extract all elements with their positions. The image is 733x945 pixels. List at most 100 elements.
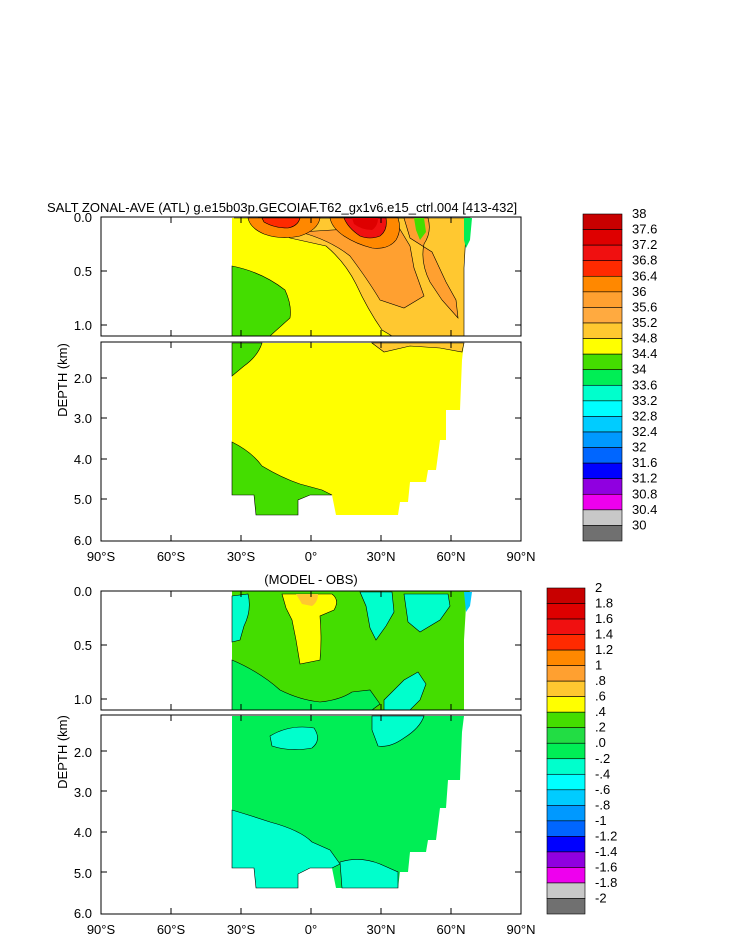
colorbar-swatch [582,213,623,230]
colorbar-swatch [546,711,586,729]
salinity-region-34-4b [414,218,426,240]
colorbar-swatch [582,509,623,526]
colorbar-swatch [582,291,623,308]
colorbar-label: .8 [595,673,606,688]
colorbar-swatch [582,400,623,417]
difference-field-upper [231,591,472,711]
colorbar-label: -.4 [595,766,610,781]
difference-region-neg-0-6 [464,592,472,612]
colorbar-swatch [582,369,623,386]
salinity-region-34-4 [231,265,291,337]
colorbar-label: 35.6 [632,299,657,314]
y-axis-label: DEPTH (km) [55,343,70,417]
salinity-field-lower [231,342,465,516]
colorbar-label: 1 [595,658,602,673]
y-tick-label: 4.0 [74,452,92,467]
difference-panel: (MODEL - OBS) 0.0 0.5 1.0 2.0 3.0 4.0 [55,572,617,937]
colorbar-swatch [582,353,623,371]
colorbar-label: 35.2 [632,315,657,330]
difference-region-neg-0-2-a [231,593,250,643]
colorbar-label: 30.4 [632,502,657,517]
colorbar-swatch [546,789,586,806]
colorbar-swatch [546,587,586,604]
difference-field-lower [231,715,464,889]
colorbar-label: 34 [632,362,646,377]
colorbar-swatch [546,836,586,853]
colorbar-swatch [546,680,586,697]
salinity-field-upper [231,217,472,337]
colorbar-swatch [546,649,586,666]
y-tick-label: 0.5 [74,264,92,279]
colorbar-swatch [582,431,623,448]
colorbar-swatch [582,244,623,262]
x-tick-label: 30°N [366,922,395,937]
colorbar-swatch [546,773,586,791]
colorbar-label: 34.8 [632,331,657,346]
salinity-region-34-8-deep [232,343,464,515]
y-tick-label: 5.0 [74,492,92,507]
axis-ticks [100,216,522,542]
x-tick-label: 0° [305,922,317,937]
colorbar-label: 1.2 [595,642,613,657]
colorbar-label: -1.8 [595,875,617,890]
difference-region-neg-0-2-deep [231,809,341,889]
x-tick-label: 30°N [366,549,395,564]
y-tick-label: 4.0 [74,825,92,840]
y-tick-label: 2.0 [74,371,92,386]
salinity-region-34 [464,218,472,248]
colorbar-swatch [546,867,586,884]
salinity-region-36 [258,217,459,319]
colorbar-label: 36.4 [632,268,657,283]
y-tick-label: 1.0 [74,318,92,333]
colorbar-swatch [582,416,623,433]
colorbar-swatch [582,525,623,542]
x-tick-label: 60°N [436,922,465,937]
colorbar-swatch [582,462,623,480]
colorbar-label: 34.4 [632,346,657,361]
colorbar-swatch [582,447,623,464]
colorbar-swatch [582,229,623,246]
colorbar-swatch [546,882,586,899]
y-tick-label: 1.0 [74,692,92,707]
colorbar-label: -1.4 [595,844,617,859]
y-tick-label: 6.0 [74,906,92,921]
colorbar-swatch [582,275,623,293]
colorbar-swatch [546,820,586,837]
colorbar-swatch [546,727,586,744]
colorbar-label: -.8 [595,797,610,812]
colorbar-swatch [582,307,623,324]
colorbar-label: 32.4 [632,424,657,439]
colorbar-label: .2 [595,720,606,735]
colorbar-label: 1.4 [595,627,613,642]
difference-region-neg-0-2-e [269,726,318,750]
y-tick-label: 3.0 [74,411,92,426]
colorbar-swatch [582,384,623,402]
y-tick-label: 0.0 [74,210,92,225]
colorbar-label: -1.6 [595,859,617,874]
colorbar-label: 33.6 [632,377,657,392]
colorbar-swatch [546,805,586,822]
colorbar-label: 31.2 [632,471,657,486]
colorbar-swatch [546,665,586,682]
colorbar-label: -2 [595,890,607,905]
colorbar-label: -1.2 [595,828,617,843]
x-tick-label: 90°N [506,549,535,564]
colorbar-swatch [546,758,586,775]
colorbar-salinity: 3837.637.236.836.43635.635.234.834.43433… [582,206,657,542]
salinity-region-36-8 [261,217,301,229]
difference-region-0-0-a [231,659,381,711]
x-tick-label: 30°S [227,922,256,937]
x-tick-label: 90°S [87,549,116,564]
y-tick-label: 0.0 [74,584,92,599]
axis-ticks [100,590,522,915]
colorbar-label: 36 [632,284,646,299]
colorbar-label: 1.6 [595,611,613,626]
colorbar-swatch [546,603,586,620]
colorbar-swatch [546,898,586,915]
colorbar-label: 2 [595,580,602,595]
colorbar-swatch [582,478,623,495]
salinity-region-34-4-bottom [231,441,333,516]
salinity-region-35-2-deep [371,342,465,353]
difference-region-neg-0-2-b [359,591,395,641]
